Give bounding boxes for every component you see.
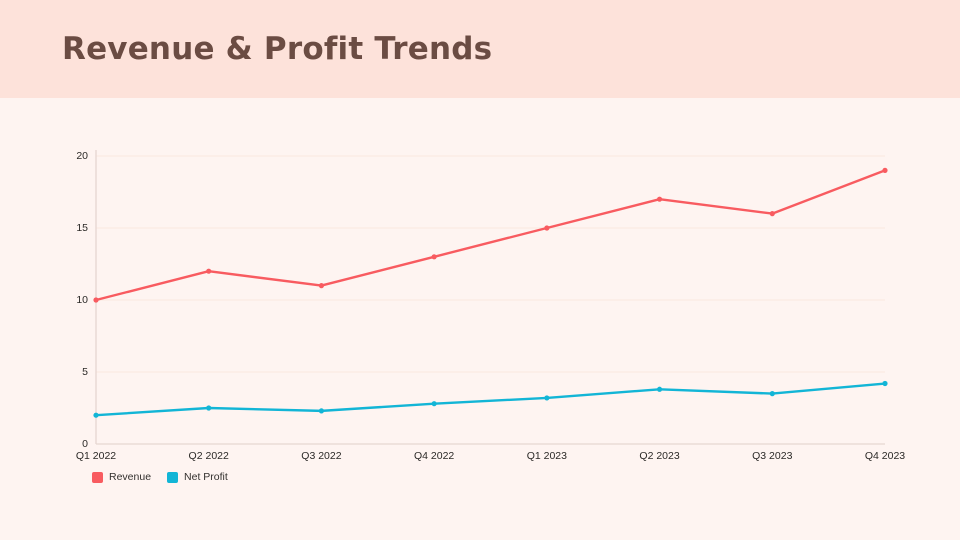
- data-point: [882, 380, 888, 387]
- data-point: [431, 254, 437, 260]
- y-axis-tick-label: 15: [76, 221, 88, 234]
- data-point: [93, 297, 99, 303]
- data-point: [431, 401, 437, 407]
- data-point: [656, 196, 663, 202]
- x-axis-tick-label: Q1 2022: [75, 450, 117, 462]
- data-point: [656, 386, 663, 392]
- legend-label: Net Profit: [184, 471, 228, 483]
- y-axis-tick-label: 0: [82, 437, 88, 450]
- revenue-profit-line-chart: 0 5 10 15 20 Q1 2022 Q2 2022 Q3 2022 Q4 …: [0, 98, 960, 540]
- line-chart-canvas: [93, 150, 888, 445]
- x-axis-tick-label: Q2 2023: [639, 450, 680, 462]
- net-profit-swatch-icon: [167, 471, 179, 483]
- legend-item-revenue[interactable]: Revenue: [92, 471, 151, 483]
- legend-label: Revenue: [109, 471, 152, 483]
- data-point: [318, 408, 325, 414]
- data-point: [544, 395, 550, 401]
- x-axis: Q1 2022 Q2 2022 Q3 2022 Q4 2022 Q1 2023 …: [0, 449, 905, 465]
- page-title: Revenue & Profit Trends: [62, 31, 493, 67]
- x-axis-tick-label: Q2 2022: [188, 450, 229, 462]
- data-point: [318, 283, 325, 289]
- y-axis-tick-label: 20: [76, 149, 88, 162]
- revenue-swatch-icon: [92, 471, 103, 483]
- chart-legend: Revenue Net Profit: [92, 471, 228, 483]
- data-point: [93, 412, 99, 418]
- x-axis-tick-label: Q1 2023: [526, 450, 567, 462]
- data-point: [206, 268, 212, 274]
- x-axis-tick-label: Q4 2023: [864, 450, 905, 462]
- header-band: Revenue & Profit Trends: [0, 0, 960, 98]
- data-point: [206, 405, 212, 411]
- series-line-revenue: [94, 169, 887, 302]
- data-point: [769, 211, 775, 217]
- x-axis-tick-label: Q3 2022: [301, 450, 342, 462]
- y-axis-tick-label: 5: [82, 365, 88, 378]
- y-axis-tick-label: 10: [76, 293, 88, 306]
- data-point: [544, 225, 550, 231]
- x-axis-tick-label: Q4 2022: [413, 450, 455, 462]
- data-point: [882, 167, 888, 173]
- legend-item-net-profit[interactable]: Net Profit: [167, 471, 228, 483]
- data-point: [769, 391, 775, 397]
- series-line-net-profit: [94, 382, 887, 417]
- x-axis-tick-label: Q3 2023: [752, 450, 793, 462]
